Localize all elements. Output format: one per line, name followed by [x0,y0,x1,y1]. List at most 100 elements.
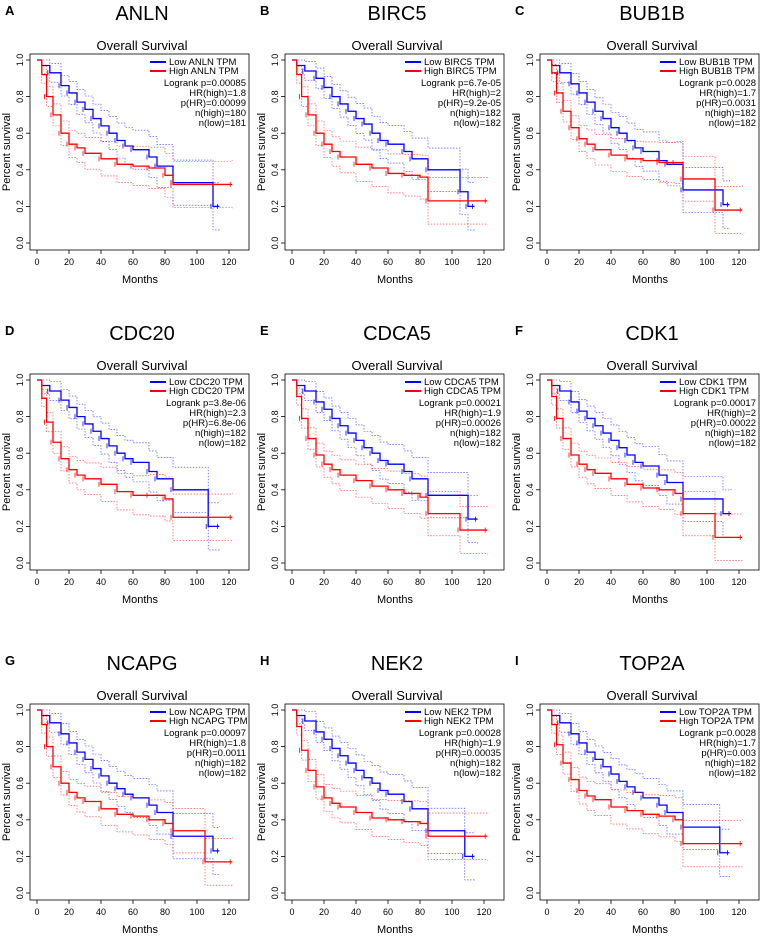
plot-frame [284,373,505,571]
stat-line: n(low)=182 [709,438,756,449]
stat-line: n(high)=182 [195,428,246,439]
y-axis-label: Percent survival [1,433,13,511]
x-tick-label: 120 [221,577,236,587]
confidence-band-low [37,379,220,552]
survival-curve-low [547,379,731,515]
y-tick-label: 1.0 [525,54,535,67]
y-axis-label: Percent survival [511,113,523,191]
km-panel-f: F CDK1 Overall Survival 0.0 0.2 0.4 0.6 0.8 1.0 0… [511,323,760,606]
gene-title: CDCA5 [363,323,431,345]
survival-curve-high [37,379,233,518]
x-tick-label: 40 [606,257,616,267]
x-tick-label: 0 [289,577,294,587]
stat-line: Logrank p=6.7e-05 [421,78,501,89]
stat-line: HR(high)=1.8 [189,88,246,99]
y-tick-label: 0.0 [15,237,25,250]
x-tick-label: 0 [544,257,549,267]
stat-line: HR(high)=1.7 [699,738,756,749]
x-tick-label: 0 [34,257,39,267]
survival-curve-low [292,379,478,520]
stat-line: Logrank p=0.0028 [679,728,756,739]
gene-title: NCAPG [106,653,177,675]
panel-letter: G [5,653,15,668]
x-tick-label: 60 [638,257,648,267]
y-tick-label: 0.2 [270,520,280,533]
legend-entry: Low CDC20 TPM [169,377,243,388]
y-axis-label: Percent survival [256,763,268,841]
y-tick-label: 0.0 [15,887,25,900]
survival-curve-high [547,379,743,539]
y-tick-label: 0.2 [15,200,25,213]
survival-curve-low [292,59,475,208]
stat-line: n(high)=182 [450,428,501,439]
x-tick-label: 80 [415,257,425,267]
panel-letter: F [515,323,523,338]
x-tick-label: 120 [221,257,236,267]
x-tick-label: 120 [221,907,236,917]
stat-line: HR(high)=2.3 [189,408,246,419]
stat-line: HR(high)=1.9 [444,408,501,419]
x-tick-label: 40 [351,257,361,267]
x-tick-label: 20 [574,907,584,917]
x-tick-label: 0 [544,577,549,587]
confidence-band-high [37,709,233,839]
x-axis-label: Months [377,924,414,936]
stat-line: Logrank p=0.00028 [419,728,501,739]
x-tick-label: 20 [574,257,584,267]
stat-line: HR(high)=1.7 [699,88,756,99]
confidence-band-high [292,379,488,508]
x-axis-label: Months [377,594,414,606]
legend-entry: High CDCA5 TPM [424,386,501,397]
y-tick-label: 0.6 [525,447,535,460]
x-tick-label: 80 [160,257,170,267]
y-tick-label: 0.0 [525,237,535,250]
x-axis-label: Months [122,274,159,286]
stat-line: n(low)=181 [199,118,246,129]
y-tick-label: 0.4 [525,164,535,177]
x-tick-label: 20 [319,907,329,917]
stat-line: n(high)=182 [195,758,246,769]
stat-line: n(high)=182 [705,758,756,769]
x-tick-label: 20 [319,577,329,587]
panel-letter: C [515,3,525,18]
y-tick-label: 0.2 [15,850,25,863]
x-tick-label: 120 [731,577,746,587]
stat-line: n(high)=182 [450,758,501,769]
confidence-band-high [547,379,743,515]
panel-letter: H [260,653,269,668]
gene-title: NEK2 [371,653,423,675]
survival-curve-low [37,59,220,208]
x-tick-label: 120 [476,907,491,917]
panel-letter: I [515,653,519,668]
stat-line: HR(high)=1.8 [189,738,246,749]
y-tick-label: 0.6 [15,447,25,460]
survival-curve-high [547,709,743,845]
plot-subtitle: Overall Survival [606,358,697,373]
y-tick-label: 1.0 [525,374,535,387]
y-tick-label: 1.0 [270,374,280,387]
gene-title: ANLN [115,3,168,25]
x-tick-label: 0 [544,907,549,917]
x-tick-label: 80 [670,907,680,917]
x-axis-label: Months [122,594,159,606]
km-panel-d: D CDC20 Overall Survival 0.0 0.2 0.4 0.6 0.8 1.0… [1,323,250,606]
panel-letter: B [260,3,269,18]
x-axis-label: Months [377,274,414,286]
y-tick-label: 0.2 [270,850,280,863]
plot-subtitle: Overall Survival [351,688,442,703]
x-tick-label: 80 [160,577,170,587]
y-tick-label: 0.2 [270,200,280,213]
km-panel-e: E CDCA5 Overall Survival 0.0 0.2 0.4 0.6 0.8 1.0… [256,323,505,606]
y-tick-label: 0.6 [525,127,535,140]
km-panel-b: B BIRC5 Overall Survival 0.0 0.2 0.4 0.6 0.8 1.0… [256,3,505,286]
confidence-band-high [37,379,233,495]
survival-curve-low [547,709,730,854]
km-panel-c: C BUB1B Overall Survival 0.0 0.2 0.4 0.6 0.8 1.0… [511,3,760,286]
plot-subtitle: Overall Survival [606,688,697,703]
x-tick-label: 0 [289,907,294,917]
y-tick-label: 0.8 [270,740,280,753]
confidence-band-low [292,379,478,496]
x-tick-label: 60 [128,907,138,917]
y-tick-label: 0.8 [270,410,280,423]
x-tick-label: 100 [444,257,459,267]
